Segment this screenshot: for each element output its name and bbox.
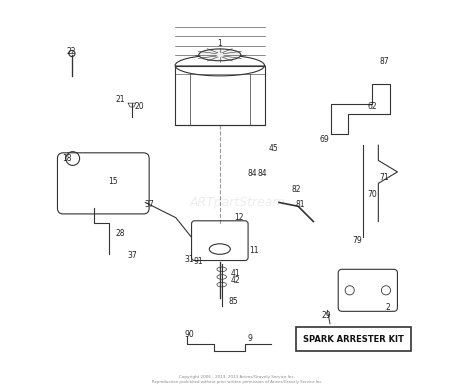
Text: 71: 71	[379, 173, 389, 182]
Text: Reproduction prohibited without prior written permission of Ariens/Gravely Servi: Reproduction prohibited without prior wr…	[152, 380, 322, 384]
Text: 79: 79	[353, 236, 362, 245]
Text: 15: 15	[108, 177, 118, 186]
Text: Copyright 2006 - 2013, 2013 Ariens/Gravely Service Inc.: Copyright 2006 - 2013, 2013 Ariens/Grave…	[179, 376, 295, 379]
Text: 9: 9	[248, 334, 253, 343]
Text: 11: 11	[249, 246, 259, 255]
Text: 22: 22	[66, 47, 75, 56]
Text: 29: 29	[322, 311, 332, 319]
Text: 85: 85	[228, 297, 238, 306]
Ellipse shape	[199, 49, 241, 61]
Text: 82: 82	[292, 185, 301, 194]
Text: 91: 91	[194, 257, 204, 266]
Text: 62: 62	[368, 103, 377, 111]
Text: 37: 37	[144, 200, 154, 209]
Text: 41: 41	[230, 269, 240, 278]
Text: SPARK ARRESTER KIT: SPARK ARRESTER KIT	[303, 334, 404, 344]
Text: 20: 20	[135, 103, 145, 111]
Text: 18: 18	[62, 154, 72, 163]
Text: 84: 84	[247, 169, 257, 178]
Text: ARTpartStream: ARTpartStream	[189, 196, 285, 209]
FancyBboxPatch shape	[296, 327, 411, 351]
Text: 69: 69	[320, 135, 330, 144]
Text: 1: 1	[218, 40, 222, 48]
Text: 2: 2	[385, 303, 390, 312]
Text: 70: 70	[368, 190, 377, 199]
Text: 87: 87	[379, 56, 389, 66]
Text: 90: 90	[184, 330, 194, 339]
Text: 31: 31	[184, 255, 194, 264]
Text: 12: 12	[234, 213, 244, 222]
Text: 81: 81	[295, 200, 305, 209]
Text: 42: 42	[230, 276, 240, 285]
Text: 37: 37	[127, 252, 137, 260]
Text: 45: 45	[268, 144, 278, 154]
Text: 21: 21	[116, 95, 125, 104]
Text: 28: 28	[116, 228, 125, 238]
Text: 84: 84	[257, 169, 267, 178]
